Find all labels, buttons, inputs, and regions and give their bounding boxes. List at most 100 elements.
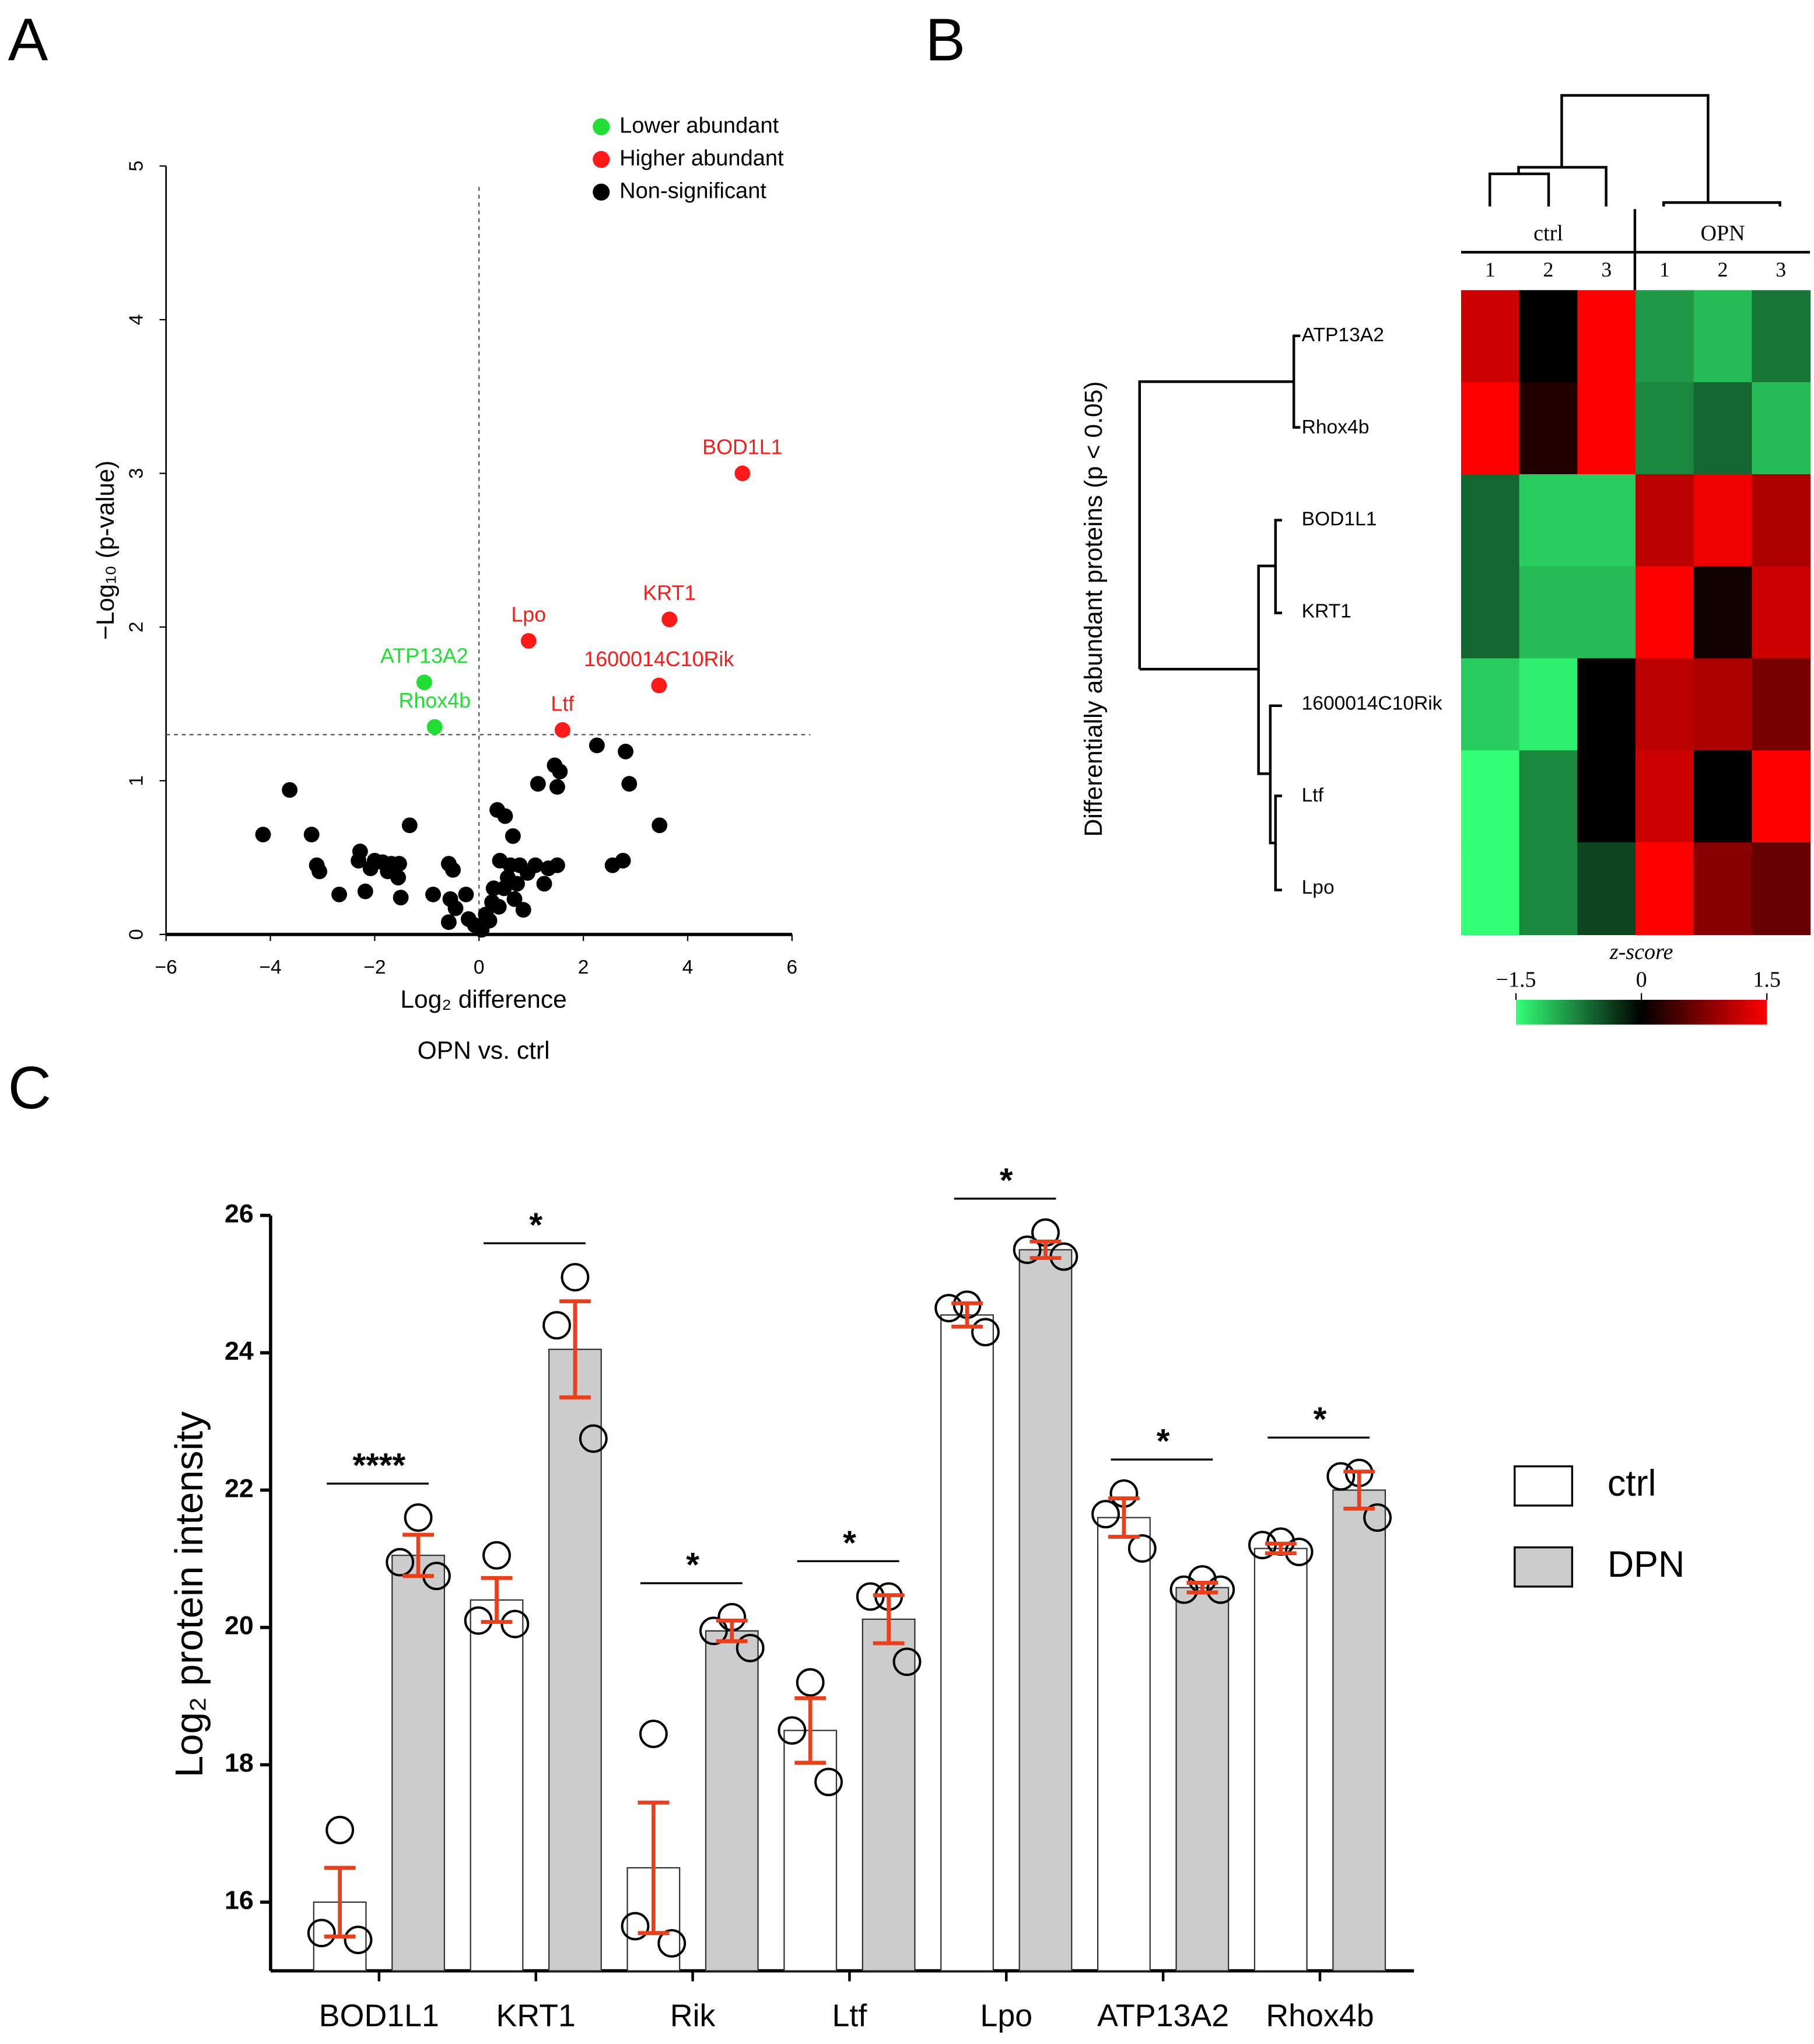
point <box>505 828 521 844</box>
row-dendrogram <box>1138 334 1301 891</box>
row-label: 1600014C10Rik <box>1302 692 1442 714</box>
x-tick-label: BOD1L1 <box>319 1998 439 2033</box>
legend-swatch <box>1514 1465 1574 1507</box>
group-label: ctrl <box>1533 221 1563 246</box>
point-label: BOD1L1 <box>702 435 782 459</box>
error-bar <box>559 1299 591 1399</box>
heatmap-cell <box>1636 474 1694 567</box>
replicate-point <box>579 1424 608 1453</box>
heatmap-cell <box>1461 382 1520 475</box>
error-bar <box>794 1696 827 1765</box>
point <box>615 852 631 869</box>
point <box>661 611 678 628</box>
heatmap-cell <box>1461 566 1520 659</box>
panel-label: A <box>8 6 48 73</box>
y-tick-label: 18 <box>225 1748 254 1777</box>
replicate-point <box>814 1768 843 1797</box>
heatmap-cell <box>1577 290 1637 383</box>
heatmap-cell <box>1577 474 1637 567</box>
heatmap-cell <box>1519 750 1578 844</box>
replicate-point <box>1091 1500 1120 1529</box>
replicate-point <box>1127 1534 1157 1563</box>
heatmap-cell <box>1577 566 1637 659</box>
bar <box>1097 1517 1151 1972</box>
point <box>416 674 432 691</box>
panel-label: B <box>925 6 965 73</box>
x-tick-label: KRT1 <box>496 1998 576 2033</box>
legend-label: Higher abundant <box>619 146 784 170</box>
heatmap-cell <box>1752 750 1811 844</box>
replicate-point <box>1326 1462 1356 1491</box>
x-tick-label: 4 <box>682 957 694 978</box>
significance-label: * <box>1314 1401 1327 1438</box>
error-bar <box>1108 1496 1140 1539</box>
heatmap-cell <box>1752 474 1811 567</box>
point <box>652 817 668 834</box>
point <box>530 776 546 792</box>
error-bar <box>1186 1581 1218 1595</box>
point <box>255 827 271 843</box>
significance-label: * <box>1000 1161 1013 1199</box>
column-label: 2 <box>1718 258 1728 281</box>
heatmap-cell <box>1519 658 1578 751</box>
point <box>425 886 442 902</box>
heatmap-cell <box>1636 842 1694 936</box>
heatmap-cell <box>1752 382 1811 475</box>
y-tick-label: 24 <box>225 1336 254 1366</box>
replicate-point <box>561 1263 590 1292</box>
point <box>391 856 407 872</box>
heatmap-cell <box>1519 382 1578 475</box>
column-label: 3 <box>1776 258 1786 281</box>
heatmap-cell <box>1577 658 1637 751</box>
significance-label: * <box>1157 1423 1170 1461</box>
y-axis-title: −Log₁₀ (p-value) <box>92 460 120 640</box>
error-bar <box>1343 1469 1375 1511</box>
legend-label: Non-significant <box>619 178 766 203</box>
heatmap-cell <box>1693 382 1753 475</box>
replicate-point <box>1206 1575 1235 1604</box>
x-tick-label: 2 <box>578 957 589 978</box>
replicate-point <box>325 1815 355 1845</box>
significance-label: * <box>686 1546 699 1584</box>
significance-label: * <box>843 1524 856 1562</box>
heatmap-cell <box>1693 658 1753 751</box>
point <box>426 719 443 735</box>
point <box>401 817 418 834</box>
error-bar <box>481 1576 513 1624</box>
subtitle: OPN vs. ctrl <box>418 1037 550 1065</box>
heatmap-cell <box>1693 566 1753 659</box>
point <box>458 886 474 902</box>
point <box>527 857 544 873</box>
heatmap-cell <box>1519 566 1578 659</box>
point-label: ATP13A2 <box>380 645 468 668</box>
bar <box>1018 1249 1073 1972</box>
heatmap-cell <box>1636 290 1694 383</box>
colorbar-tick-label: −1.5 <box>1496 967 1536 992</box>
column-label: 2 <box>1543 258 1554 281</box>
column-label: 3 <box>1601 258 1612 281</box>
heatmap-cell <box>1636 658 1694 751</box>
heatmap-cell <box>1693 290 1753 383</box>
error-bar <box>873 1593 905 1646</box>
bar <box>940 1314 994 1972</box>
row-label: BOD1L1 <box>1302 509 1377 530</box>
point <box>536 876 552 892</box>
replicate-point <box>796 1668 825 1697</box>
point <box>481 912 498 929</box>
y-axis-title: Log₂ protein intensity <box>167 1411 211 1777</box>
error-bar <box>324 1866 356 1939</box>
replicate-point <box>934 1294 964 1322</box>
x-tick-label: ATP13A2 <box>1097 1998 1229 2033</box>
heatmap-cell <box>1752 842 1811 936</box>
point-label: Lpo <box>511 603 546 626</box>
heatmap-cell <box>1636 382 1694 475</box>
group-label: OPN <box>1700 221 1745 246</box>
replicate-point <box>542 1311 571 1340</box>
replicate-point <box>657 1929 687 1958</box>
heatmap-cell <box>1461 290 1520 383</box>
error-bar <box>1029 1239 1062 1260</box>
point <box>352 844 368 860</box>
replicate-point <box>892 1647 922 1676</box>
point <box>734 466 751 481</box>
point <box>554 722 570 738</box>
